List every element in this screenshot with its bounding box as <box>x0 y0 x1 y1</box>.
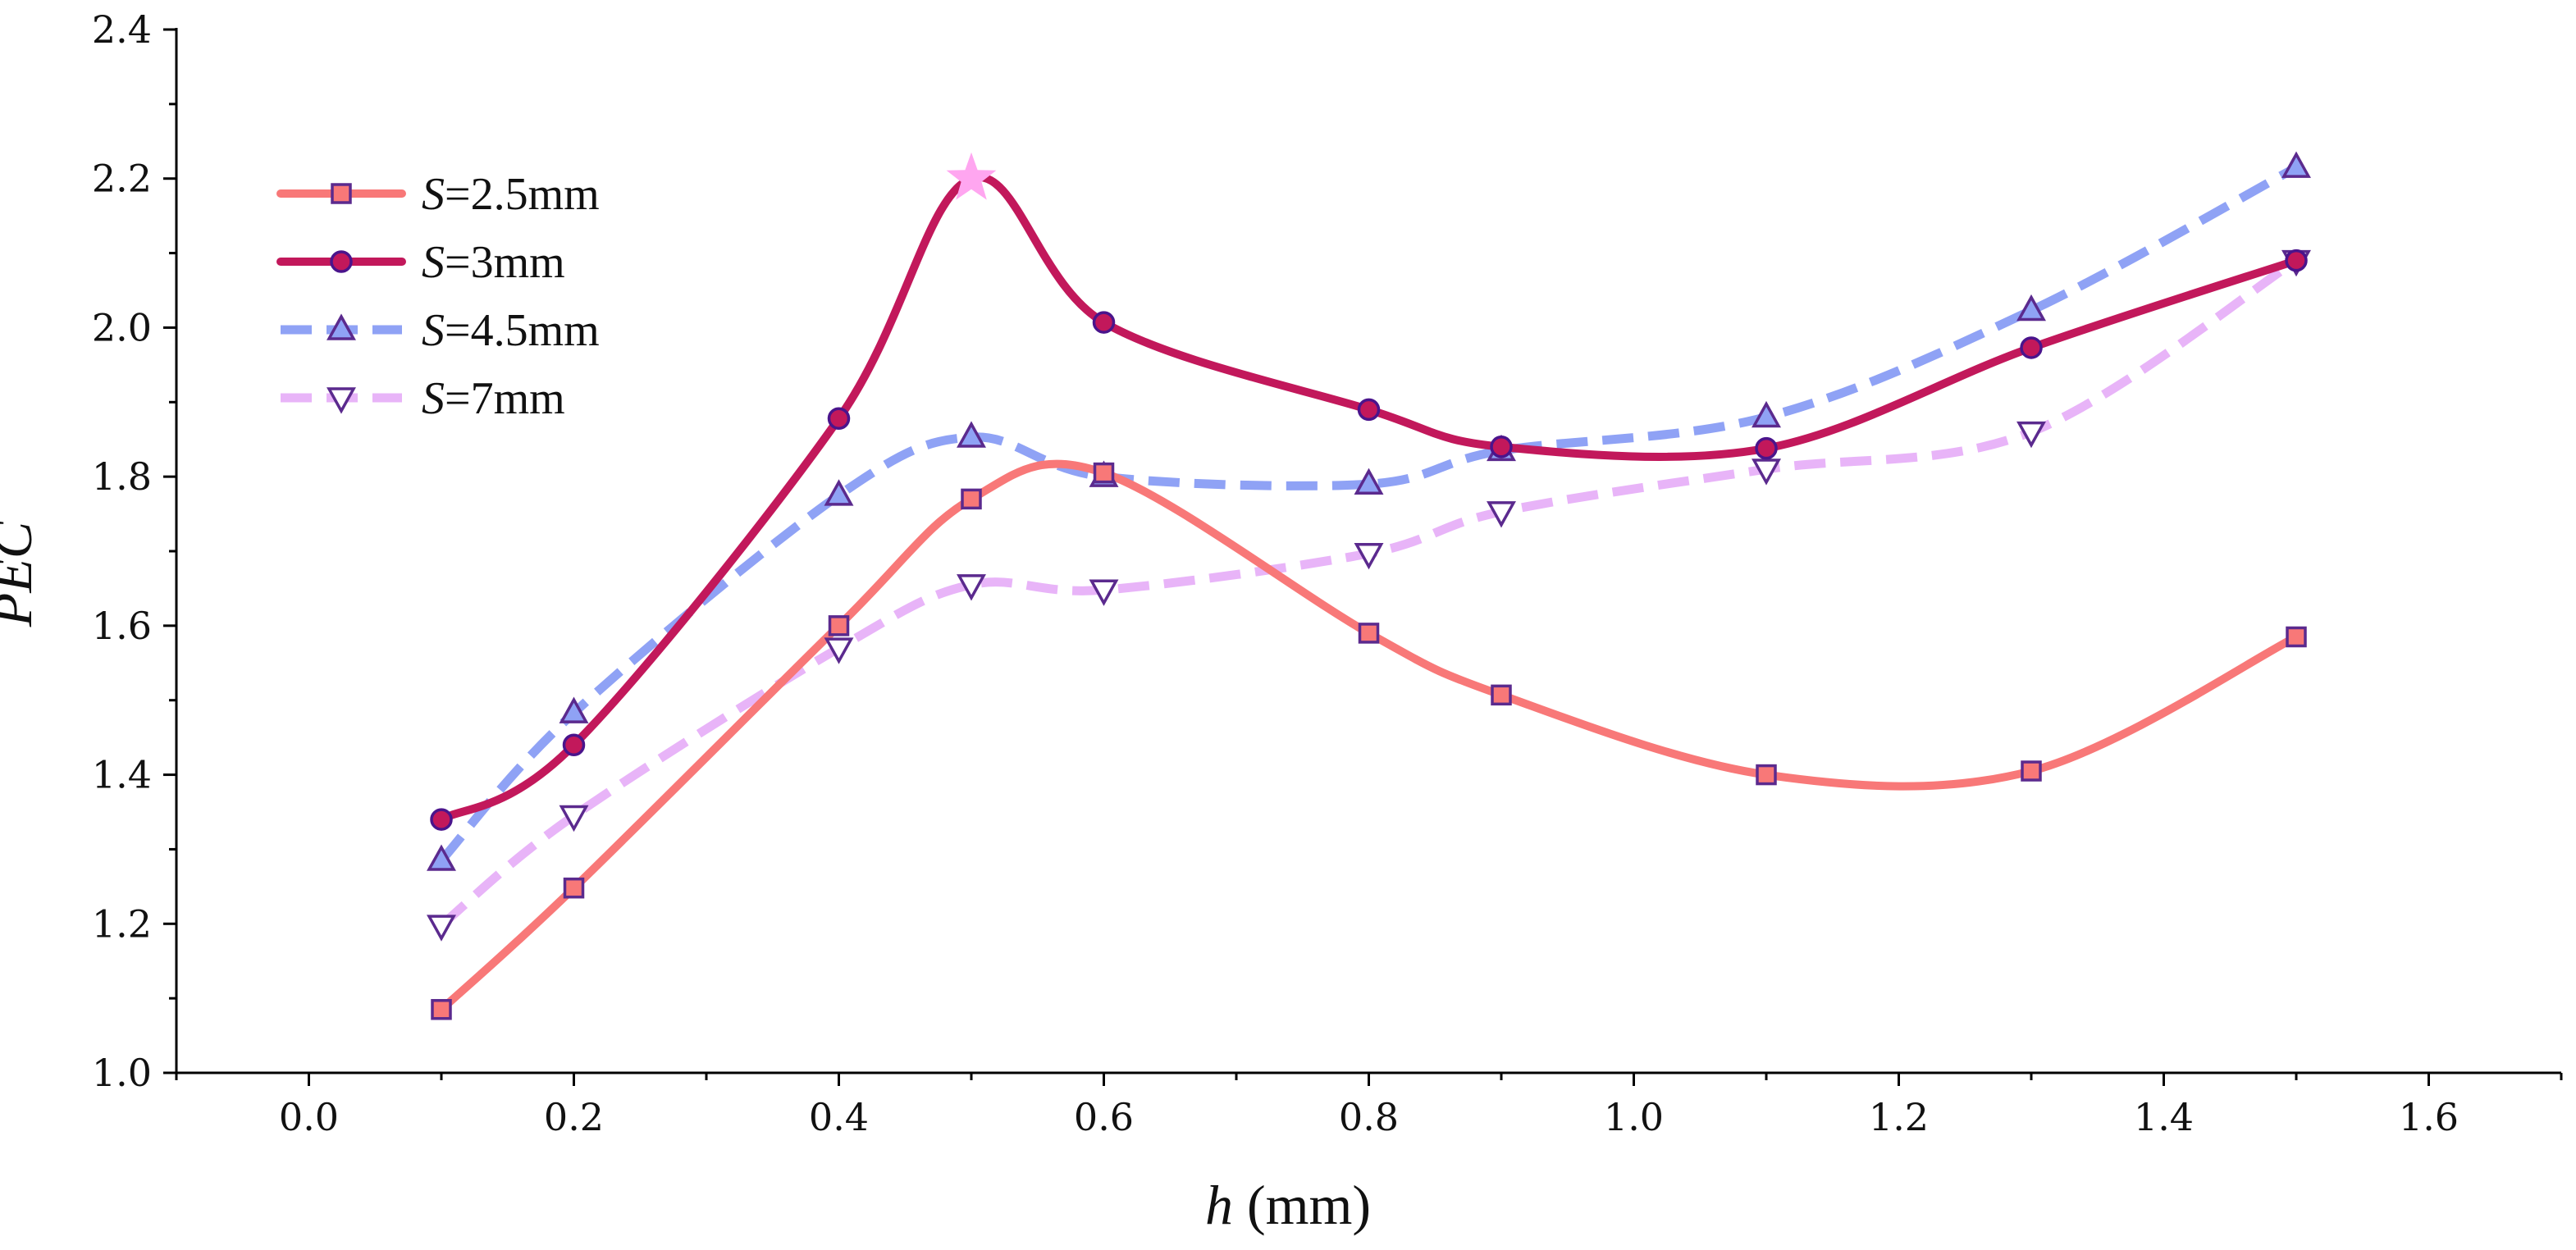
data-point-square <box>2286 626 2307 648</box>
data-point-triangle-down <box>559 805 589 833</box>
data-point-triangle-down <box>427 915 456 942</box>
data-point-circle <box>1357 398 1381 422</box>
x-tick-label: 0.2 <box>544 1095 604 1139</box>
legend-label: S=2.5mm <box>422 169 600 220</box>
data-point-triangle-down <box>1354 542 1384 570</box>
x-tick-label: 1.6 <box>2399 1095 2459 1139</box>
data-point-triangle-up <box>559 696 589 723</box>
legend-marker-triangle-down <box>327 387 356 414</box>
data-point-triangle-up <box>824 479 854 506</box>
data-point-triangle-down <box>1487 501 1516 528</box>
data-point-circle <box>1092 311 1116 334</box>
x-tick-label: 0.4 <box>809 1095 869 1139</box>
y-axis-title: PEC <box>0 521 43 627</box>
y-tick-label: 2.0 <box>92 305 152 349</box>
data-point-triangle-up <box>2016 294 2046 322</box>
series-lines <box>437 163 2300 1014</box>
data-point-square <box>961 488 982 510</box>
data-point-circle <box>827 407 851 431</box>
data-point-triangle-up <box>2281 151 2311 178</box>
data-point-triangle-up <box>957 421 986 448</box>
data-point-triangle-down <box>1089 579 1119 606</box>
data-point-circle <box>1490 436 1513 458</box>
y-tick-label: 1.4 <box>92 753 152 797</box>
data-point-triangle-down <box>957 574 986 601</box>
legend-marker-circle <box>330 250 353 273</box>
x-axis-title: h (mm) <box>1205 1174 1371 1236</box>
data-point-square <box>431 999 452 1020</box>
peak-star-icon <box>946 152 997 200</box>
legend: S=2.5mm S=3mm S=4.5mm S=7mm <box>276 169 600 424</box>
legend-marker-square <box>331 183 352 204</box>
series-line-4-5mm <box>437 163 2299 864</box>
data-point-triangle-up <box>1752 400 1781 428</box>
data-point-square <box>1358 623 1380 644</box>
legend-label: S=3mm <box>422 237 565 288</box>
data-point-square <box>1756 764 1777 786</box>
legend-marker-triangle-up <box>327 313 356 340</box>
data-point-square <box>2021 760 2042 782</box>
data-point-square <box>828 615 850 636</box>
data-point-circle <box>430 808 453 831</box>
series-line-2-5mm <box>437 459 2300 1014</box>
x-tick-label: 1.4 <box>2134 1095 2194 1139</box>
y-tick-label: 1.6 <box>92 604 152 648</box>
data-point-circle <box>2020 336 2043 359</box>
y-tick-label: 2.4 <box>92 7 152 52</box>
axis-ticks: 1.0 1.2 1.4 1.6 1.8 2.0 2.2 2.4 0.0 0.2 0.4 0.6 0.8 1… <box>92 7 2563 1139</box>
x-tick-label: 0.8 <box>1339 1095 1399 1139</box>
annotations <box>946 152 997 200</box>
data-point-circle <box>2285 249 2308 272</box>
x-tick-label: 0.6 <box>1074 1095 1134 1139</box>
y-tick-label: 2.2 <box>92 157 152 201</box>
y-tick-label: 1.8 <box>92 454 152 499</box>
x-tick-label: 0.0 <box>279 1095 339 1139</box>
data-point-triangle-down <box>2016 421 2046 449</box>
y-tick-label: 1.2 <box>92 901 152 946</box>
data-point-circle <box>562 733 586 756</box>
series-line-3mm <box>437 173 2300 824</box>
y-tick-label: 1.0 <box>92 1051 152 1095</box>
data-point-triangle-down <box>1752 458 1781 486</box>
data-point-triangle-down <box>824 637 854 664</box>
legend-label: S=4.5mm <box>422 305 600 356</box>
series-line-7mm <box>438 257 2299 929</box>
data-point-triangle-up <box>1354 468 1384 495</box>
data-point-square <box>1093 462 1115 484</box>
x-tick-label: 1.0 <box>1604 1095 1664 1139</box>
data-point-triangle-up <box>427 844 456 871</box>
data-point-circle <box>1755 436 1778 460</box>
data-point-square <box>1491 684 1512 706</box>
series-markers <box>427 151 2311 1020</box>
x-tick-label: 1.2 <box>1869 1095 1929 1139</box>
data-point-square <box>563 877 585 899</box>
legend-label: S=7mm <box>422 373 565 424</box>
